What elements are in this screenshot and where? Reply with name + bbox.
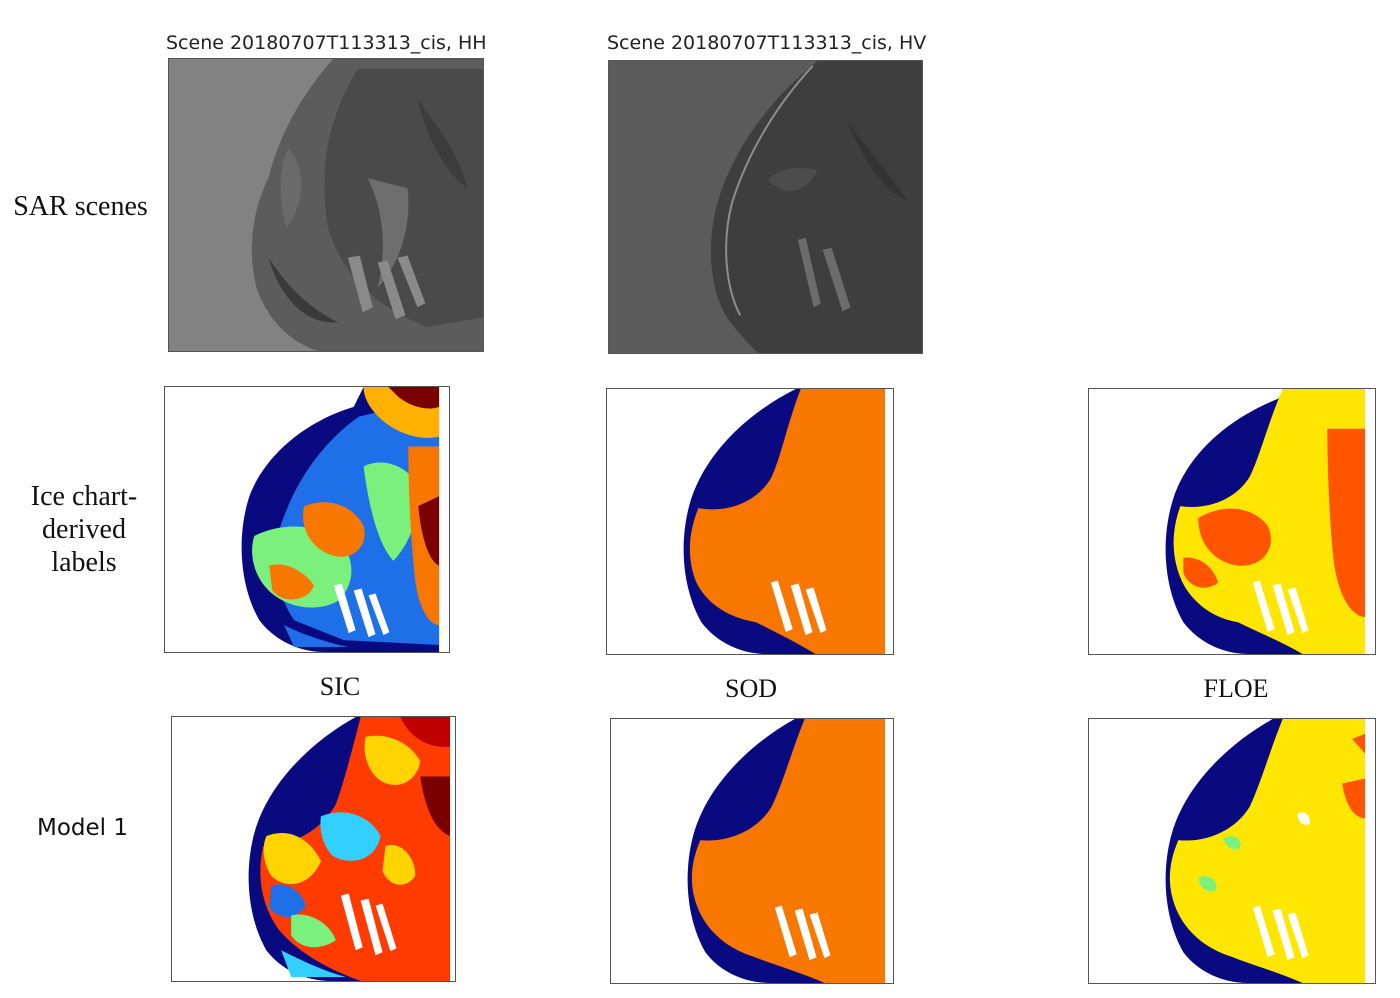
- label-floe-image: [1088, 388, 1376, 655]
- row-label-sar-scenes: SAR scenes: [13, 191, 148, 222]
- model-floe-image: [1088, 718, 1376, 984]
- label-sic-image: [164, 386, 450, 653]
- label-sod-image: [606, 388, 894, 655]
- column-label-sic: SIC: [319, 672, 361, 701]
- column-label-sod: SOD: [724, 674, 777, 703]
- model-sic-image: [171, 716, 456, 982]
- row-label-model-1: Model 1: [36, 815, 128, 841]
- column-label-floe: FLOE: [1203, 674, 1269, 703]
- row-label-ice-chart-line1: Ice chart-: [30, 481, 138, 512]
- row-label-ice-chart: Ice chart- derived labels: [14, 480, 154, 579]
- model-sod-image: [610, 718, 894, 984]
- scene-title-hv: Scene 20180707T113313_cis, HV: [607, 32, 927, 54]
- row-label-ice-chart-line2: derived: [42, 514, 126, 545]
- sar-hh-image: [168, 58, 484, 352]
- row-label-ice-chart-line3: labels: [51, 547, 117, 578]
- scene-title-hh: Scene 20180707T113313_cis, HH: [166, 32, 487, 54]
- sar-hv-image: [608, 60, 923, 354]
